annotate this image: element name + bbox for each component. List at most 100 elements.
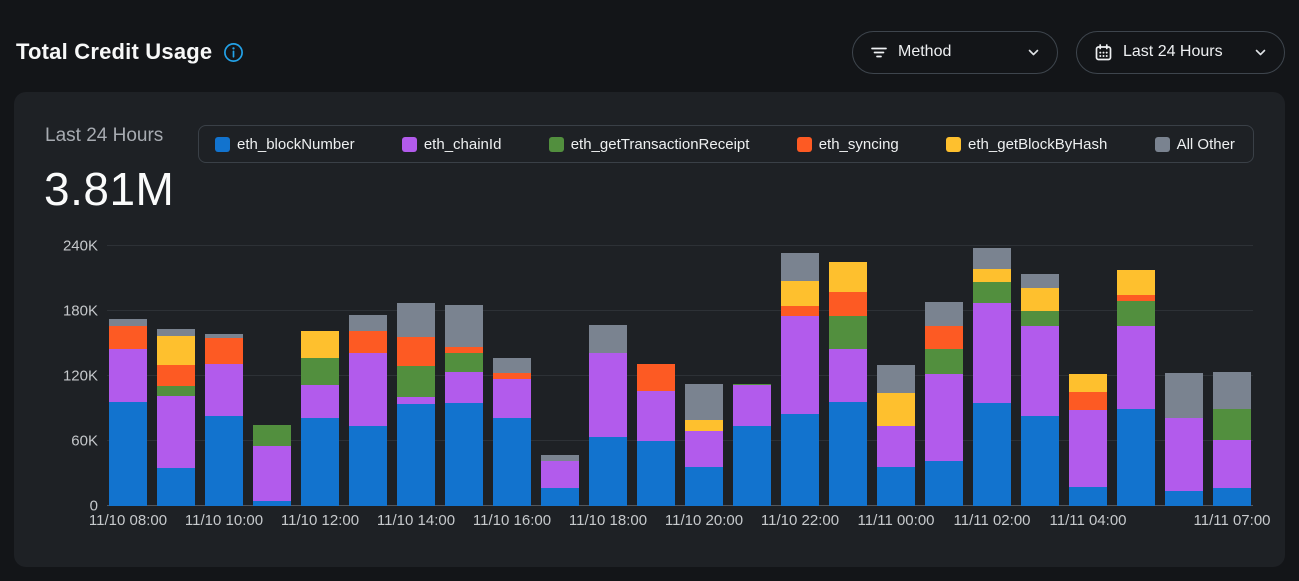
bar-segment[interactable] bbox=[1021, 311, 1059, 327]
legend-item[interactable]: eth_getTransactionReceipt bbox=[548, 136, 749, 153]
bar-segment[interactable] bbox=[1021, 274, 1059, 289]
bar-segment[interactable] bbox=[301, 418, 339, 506]
bar-stack[interactable] bbox=[157, 329, 195, 506]
bar-segment[interactable] bbox=[541, 455, 579, 461]
bar-segment[interactable] bbox=[637, 364, 675, 392]
bar-segment[interactable] bbox=[973, 248, 1011, 269]
bar-segment[interactable] bbox=[157, 395, 195, 469]
bar-segment[interactable] bbox=[781, 305, 819, 317]
bar-stack[interactable] bbox=[349, 315, 387, 506]
bar-segment[interactable] bbox=[637, 391, 675, 441]
bar-segment[interactable] bbox=[973, 303, 1011, 404]
legend-item[interactable]: All Other bbox=[1154, 136, 1235, 153]
bar-segment[interactable] bbox=[829, 316, 867, 349]
bar-segment[interactable] bbox=[397, 396, 435, 405]
bar-segment[interactable] bbox=[445, 371, 483, 404]
bar-segment[interactable] bbox=[781, 252, 819, 281]
bar-segment[interactable] bbox=[445, 353, 483, 372]
bar-segment[interactable] bbox=[1069, 409, 1107, 487]
bar-segment[interactable] bbox=[1117, 326, 1155, 409]
bar-segment[interactable] bbox=[157, 365, 195, 386]
bar-stack[interactable] bbox=[733, 383, 771, 506]
bar-stack[interactable] bbox=[829, 262, 867, 506]
bar-segment[interactable] bbox=[925, 373, 963, 461]
bar-segment[interactable] bbox=[205, 364, 243, 417]
bar-segment[interactable] bbox=[781, 413, 819, 506]
bar-stack[interactable] bbox=[301, 330, 339, 506]
bar-stack[interactable] bbox=[973, 248, 1011, 506]
bar-segment[interactable] bbox=[445, 346, 483, 354]
bar-segment[interactable] bbox=[493, 379, 531, 419]
bar-segment[interactable] bbox=[877, 393, 915, 426]
bar-segment[interactable] bbox=[733, 384, 771, 426]
bar-segment[interactable] bbox=[1117, 294, 1155, 302]
bar-segment[interactable] bbox=[1021, 416, 1059, 506]
bar-segment[interactable] bbox=[637, 441, 675, 506]
bar-segment[interactable] bbox=[685, 467, 723, 506]
bar-segment[interactable] bbox=[1165, 372, 1203, 419]
bar-segment[interactable] bbox=[157, 329, 195, 336]
bar-segment[interactable] bbox=[829, 291, 867, 317]
bar-segment[interactable] bbox=[109, 348, 147, 402]
bar-segment[interactable] bbox=[589, 436, 627, 506]
bar-segment[interactable] bbox=[349, 425, 387, 506]
bar-stack[interactable] bbox=[1021, 274, 1059, 506]
bar-segment[interactable] bbox=[253, 446, 291, 501]
bar-segment[interactable] bbox=[541, 487, 579, 506]
bar-segment[interactable] bbox=[109, 402, 147, 506]
bar-segment[interactable] bbox=[301, 357, 339, 385]
bar-segment[interactable] bbox=[1069, 486, 1107, 506]
bar-segment[interactable] bbox=[205, 333, 243, 339]
bar-stack[interactable] bbox=[1117, 269, 1155, 506]
bar-segment[interactable] bbox=[925, 326, 963, 349]
bar-segment[interactable] bbox=[973, 403, 1011, 506]
info-circle-icon[interactable] bbox=[223, 42, 244, 63]
bar-segment[interactable] bbox=[493, 418, 531, 506]
bar-segment[interactable] bbox=[253, 500, 291, 506]
legend-item[interactable]: eth_syncing bbox=[796, 136, 899, 153]
bar-segment[interactable] bbox=[733, 425, 771, 506]
bar-stack[interactable] bbox=[1069, 373, 1107, 506]
bar-segment[interactable] bbox=[1069, 392, 1107, 410]
bar-segment[interactable] bbox=[301, 330, 339, 358]
bar-segment[interactable] bbox=[397, 404, 435, 506]
bar-segment[interactable] bbox=[685, 431, 723, 467]
bar-segment[interactable] bbox=[685, 383, 723, 421]
bar-segment[interactable] bbox=[685, 420, 723, 432]
bar-segment[interactable] bbox=[445, 304, 483, 347]
bar-segment[interactable] bbox=[349, 353, 387, 426]
bar-segment[interactable] bbox=[1213, 371, 1251, 409]
bar-segment[interactable] bbox=[925, 460, 963, 506]
bar-segment[interactable] bbox=[925, 348, 963, 374]
bar-segment[interactable] bbox=[829, 402, 867, 506]
bar-stack[interactable] bbox=[685, 383, 723, 506]
bar-segment[interactable] bbox=[877, 365, 915, 394]
bar-segment[interactable] bbox=[1213, 408, 1251, 440]
bar-segment[interactable] bbox=[397, 337, 435, 367]
bar-segment[interactable] bbox=[925, 302, 963, 327]
legend-item[interactable]: eth_blockNumber bbox=[215, 136, 355, 153]
bar-segment[interactable] bbox=[445, 403, 483, 506]
bar-stack[interactable] bbox=[1213, 371, 1251, 506]
bar-segment[interactable] bbox=[493, 357, 531, 373]
bar-segment[interactable] bbox=[205, 416, 243, 506]
bar-segment[interactable] bbox=[781, 316, 819, 414]
legend-item[interactable]: eth_chainId bbox=[401, 136, 501, 153]
bar-segment[interactable] bbox=[349, 315, 387, 331]
bar-segment[interactable] bbox=[493, 372, 531, 380]
bar-stack[interactable] bbox=[253, 424, 291, 506]
bar-segment[interactable] bbox=[877, 467, 915, 506]
bar-segment[interactable] bbox=[397, 303, 435, 338]
bar-stack[interactable] bbox=[877, 365, 915, 506]
bar-segment[interactable] bbox=[1117, 269, 1155, 295]
bar-stack[interactable] bbox=[205, 333, 243, 506]
bar-segment[interactable] bbox=[1021, 288, 1059, 312]
bar-segment[interactable] bbox=[1069, 373, 1107, 393]
bar-segment[interactable] bbox=[877, 425, 915, 467]
bar-segment[interactable] bbox=[157, 335, 195, 366]
bar-segment[interactable] bbox=[301, 384, 339, 419]
bar-segment[interactable] bbox=[1021, 326, 1059, 417]
bar-segment[interactable] bbox=[589, 353, 627, 437]
bar-segment[interactable] bbox=[733, 383, 771, 385]
bar-stack[interactable] bbox=[925, 302, 963, 506]
